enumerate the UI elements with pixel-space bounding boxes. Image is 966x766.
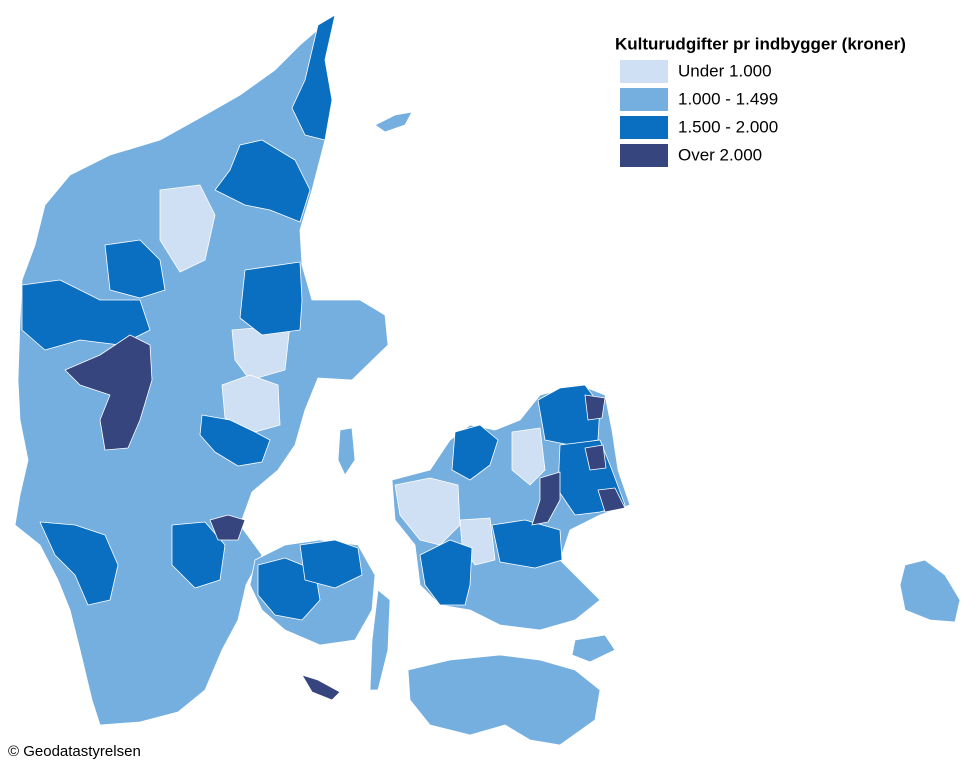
legend-swatch — [620, 88, 668, 111]
municipality — [511, 427, 546, 486]
municipality — [584, 444, 607, 471]
legend-swatch — [620, 60, 668, 83]
municipality — [171, 521, 226, 589]
legend-swatch — [620, 144, 668, 167]
municipality — [199, 414, 271, 467]
legend-label: 1.500 - 2.000 — [678, 117, 778, 136]
bornholm — [899, 559, 961, 623]
moen — [571, 634, 616, 663]
municipality — [64, 334, 153, 451]
municipalities — [21, 14, 626, 701]
legend-swatch — [620, 116, 668, 139]
legend-label: Under 1.000 — [678, 61, 772, 80]
municipality — [291, 14, 336, 141]
municipality — [104, 239, 166, 299]
municipality — [394, 477, 461, 546]
lolland-falster — [407, 654, 601, 746]
land — [14, 14, 961, 746]
municipality — [221, 374, 281, 433]
municipality — [537, 384, 601, 446]
municipality — [597, 487, 626, 513]
municipality — [301, 674, 341, 701]
municipality — [299, 539, 363, 589]
laesoe — [374, 111, 413, 133]
legend-label: Over 2.000 — [678, 145, 762, 164]
municipality — [419, 539, 473, 606]
municipality — [239, 261, 303, 336]
municipality — [214, 139, 311, 223]
municipality — [531, 471, 561, 526]
legend-title: Kulturudgifter pr indbygger (kroner) — [615, 34, 906, 53]
municipality — [209, 514, 246, 541]
legend-label: 1.000 - 1.499 — [678, 89, 778, 108]
samsoe — [337, 427, 356, 476]
legend: Kulturudgifter pr indbygger (kroner) Und… — [615, 34, 906, 167]
langeland — [369, 589, 391, 691]
municipality — [451, 424, 499, 481]
municipality — [491, 519, 563, 569]
credit: © Geodatastyrelsen — [8, 743, 141, 760]
municipality — [584, 394, 606, 421]
municipality — [159, 184, 216, 273]
municipality — [39, 521, 119, 606]
